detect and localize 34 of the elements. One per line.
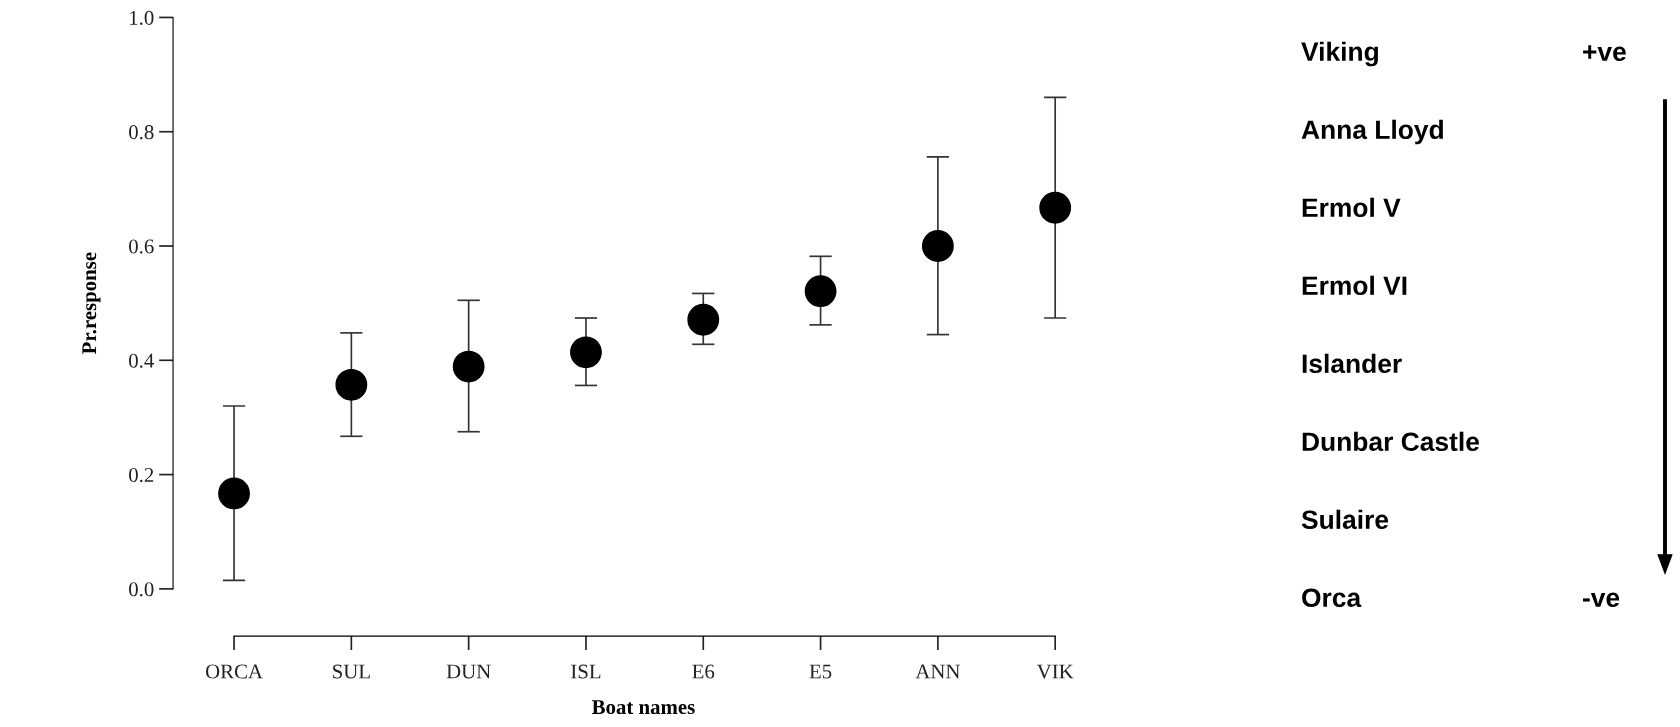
y-tick-label: 0.4 bbox=[129, 353, 154, 368]
x-tick-label: VIK bbox=[1036, 664, 1074, 679]
x-tick-label: ORCA bbox=[205, 664, 263, 679]
y-tick-label: 0.0 bbox=[129, 582, 154, 597]
x-tick-label: SUL bbox=[333, 664, 370, 679]
x-tick-label: ANN bbox=[915, 664, 960, 679]
x-tick-label: ISL bbox=[571, 664, 601, 679]
x-tick-label: DUN bbox=[446, 664, 491, 679]
point bbox=[218, 477, 250, 510]
point bbox=[687, 303, 720, 336]
text: Anna Lloyd bbox=[1301, 119, 1443, 145]
x-tick-label: E6 bbox=[692, 664, 715, 679]
text: Ermol V bbox=[1302, 197, 1401, 218]
text: +ve bbox=[1583, 45, 1626, 62]
text: Sulaire bbox=[1301, 509, 1389, 530]
y-axis-title: Pr.response bbox=[82, 252, 101, 355]
y-tick-label: 0.8 bbox=[129, 125, 154, 140]
point bbox=[452, 350, 485, 383]
y-tick-label: 0.6 bbox=[129, 239, 154, 254]
point bbox=[1039, 191, 1072, 224]
text: Islander bbox=[1302, 353, 1402, 374]
text: -ve bbox=[1583, 592, 1620, 608]
point bbox=[570, 336, 602, 369]
point bbox=[804, 275, 837, 308]
text: Dunbar Castle bbox=[1302, 431, 1479, 452]
x-tick-label: E5 bbox=[809, 664, 832, 679]
point bbox=[921, 230, 954, 262]
x-axis-title: Boat names bbox=[591, 700, 695, 715]
text: Ermol VI bbox=[1302, 275, 1407, 296]
y-tick-label: 1.0 bbox=[130, 10, 154, 25]
point bbox=[335, 368, 368, 401]
y-tick-label: 0.2 bbox=[129, 467, 154, 483]
text: Orca bbox=[1302, 588, 1362, 608]
text: Viking bbox=[1301, 41, 1378, 67]
